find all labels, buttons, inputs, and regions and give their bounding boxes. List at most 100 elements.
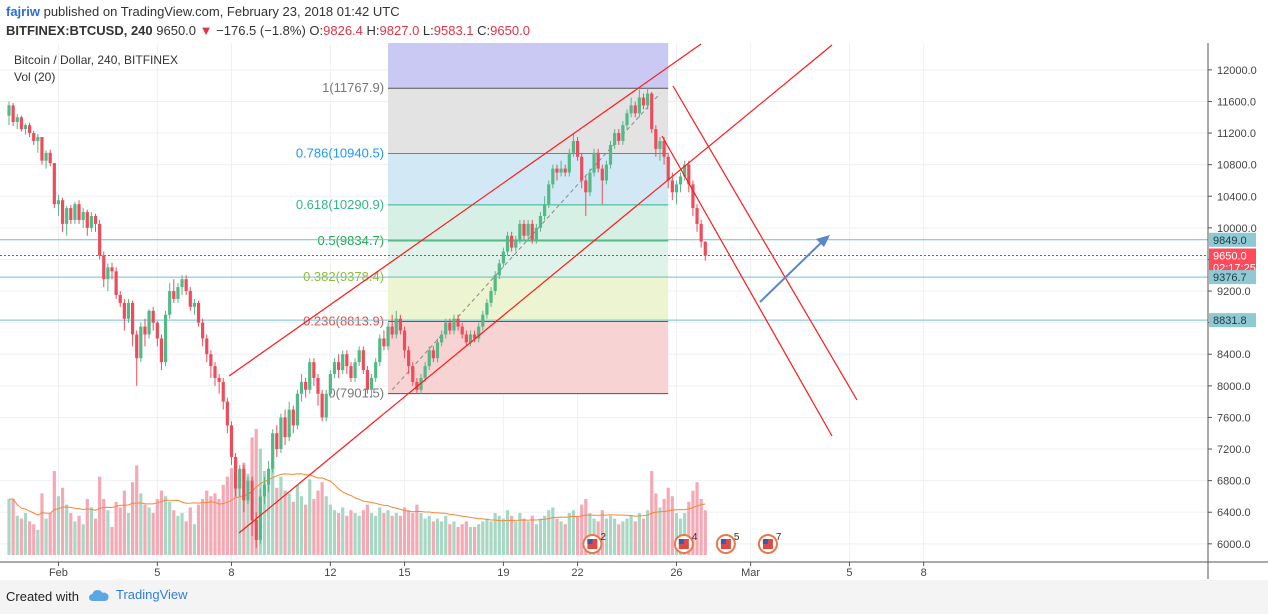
- volume-bar: [295, 485, 299, 555]
- volume-bar: [349, 510, 353, 555]
- price-tick-label: 6000.0: [1217, 539, 1251, 551]
- volume-bar: [608, 515, 613, 555]
- candle: [192, 298, 196, 315]
- volume-bar: [229, 468, 234, 555]
- volume-bar: [316, 490, 320, 555]
- candle: [60, 197, 65, 232]
- symbol-label: BITFINEX:BTCUSD, 240: [6, 23, 153, 38]
- volume-bar: [427, 515, 431, 555]
- price-tick-label: 10800.0: [1217, 160, 1257, 172]
- cloud-icon: [89, 589, 109, 601]
- channel-lower-line[interactable]: [238, 44, 833, 534]
- candle: [93, 213, 98, 232]
- horizontal-lines[interactable]: [0, 239, 1208, 321]
- candle: [23, 123, 28, 135]
- volume-bar: [563, 524, 567, 555]
- price-tick-label: 8000.0: [1217, 381, 1251, 393]
- event-flag-icon[interactable]: 4: [673, 532, 698, 554]
- tradingview-link[interactable]: TradingView: [88, 587, 188, 602]
- high-value: 9827.0: [379, 23, 420, 38]
- candle: [106, 263, 110, 292]
- author-name[interactable]: fajriw: [6, 4, 40, 19]
- candle: [135, 330, 139, 386]
- volume-bar: [497, 515, 501, 555]
- drawings[interactable]: [228, 43, 858, 534]
- chart-area[interactable]: 1(11767.9) 0.786(10940.5) 0.618(10290.9) 0.…: [0, 43, 1268, 579]
- candle: [291, 405, 295, 434]
- candle: [65, 205, 69, 236]
- volume-bar: [15, 515, 19, 555]
- candle: [48, 149, 52, 167]
- volume-bar: [621, 521, 625, 555]
- candle: [15, 114, 19, 130]
- candle: [345, 350, 349, 374]
- volume-bar: [32, 524, 36, 555]
- svg-text:9376.7: 9376.7: [1213, 272, 1247, 284]
- volume-bar: [547, 510, 551, 555]
- candle: [69, 204, 73, 224]
- candle: [662, 137, 666, 165]
- volume-bar: [324, 496, 328, 555]
- volume-bar: [571, 510, 576, 555]
- event-flag-icon[interactable]: 2: [582, 532, 606, 554]
- fib-level-label: 0.236(8813.9): [303, 314, 384, 329]
- price-axis-label: 9849.0: [1209, 232, 1256, 247]
- volume-bar: [40, 493, 44, 555]
- volume-bar: [538, 518, 543, 555]
- volume-bar: [283, 490, 287, 555]
- candle: [246, 476, 250, 505]
- candle: [147, 309, 151, 339]
- event-flag-icon[interactable]: 7: [757, 532, 782, 554]
- candle: [308, 358, 312, 394]
- event-flag-icon[interactable]: 5: [715, 532, 740, 554]
- volume-ma-line: [9, 473, 706, 522]
- candle: [28, 122, 32, 138]
- volume-bar: [275, 487, 279, 555]
- candle: [674, 180, 679, 205]
- projection-arrow[interactable]: [759, 237, 827, 303]
- fibonacci-retracement[interactable]: 1(11767.9) 0.786(10940.5) 0.618(10290.9) 0.…: [296, 43, 669, 401]
- candle: [81, 208, 85, 228]
- price-chart-svg[interactable]: 1(11767.9) 0.786(10940.5) 0.618(10290.9) 0.…: [0, 43, 1268, 579]
- candle: [526, 219, 530, 240]
- volume-bar: [291, 501, 295, 555]
- event-markers[interactable]: 2 4 5 7: [582, 532, 782, 554]
- candle: [617, 129, 621, 145]
- time-axis[interactable]: 9Feb581215192226Mar58: [0, 562, 927, 579]
- candle: [580, 152, 584, 189]
- channel-upper-line[interactable]: [228, 43, 702, 377]
- candle: [234, 452, 238, 497]
- volume-bar: [394, 513, 398, 555]
- candle: [73, 201, 77, 224]
- low-label: L:: [422, 23, 434, 38]
- price-axis[interactable]: 12000.0 11600.0 11200.0 10800.0 10400.0 10000…: [0, 43, 1268, 579]
- candle: [452, 314, 456, 335]
- candle: [654, 125, 658, 157]
- tradingview-brand: TradingView: [116, 587, 188, 602]
- high-label: H:: [366, 23, 380, 38]
- time-tick-label: 22: [571, 567, 583, 579]
- fib-zone-top: [388, 43, 669, 89]
- event-count: 4: [692, 532, 698, 543]
- down-channel-left-line[interactable]: [661, 135, 833, 437]
- volume-bar: [118, 507, 122, 555]
- fib-level-label: 0.618(10290.9): [296, 197, 384, 212]
- volume-bar: [398, 515, 402, 555]
- volume-bar: [407, 510, 411, 555]
- candle: [155, 321, 159, 347]
- volume-bar: [658, 507, 662, 555]
- volume-bar: [464, 521, 468, 555]
- volume-bar: [666, 487, 670, 555]
- candle: [604, 160, 608, 185]
- volume-bar: [122, 490, 126, 555]
- down-triangle-icon: ▼: [199, 23, 213, 38]
- candle: [485, 298, 489, 319]
- open-value: 9826.4: [323, 23, 363, 38]
- candle: [184, 275, 188, 295]
- volume-bar: [369, 513, 374, 555]
- fib-level-label: 1(11767.9): [322, 80, 384, 95]
- candle: [159, 334, 164, 371]
- down-channel-right-line[interactable]: [672, 85, 858, 401]
- candle: [44, 150, 48, 169]
- candle: [547, 180, 551, 209]
